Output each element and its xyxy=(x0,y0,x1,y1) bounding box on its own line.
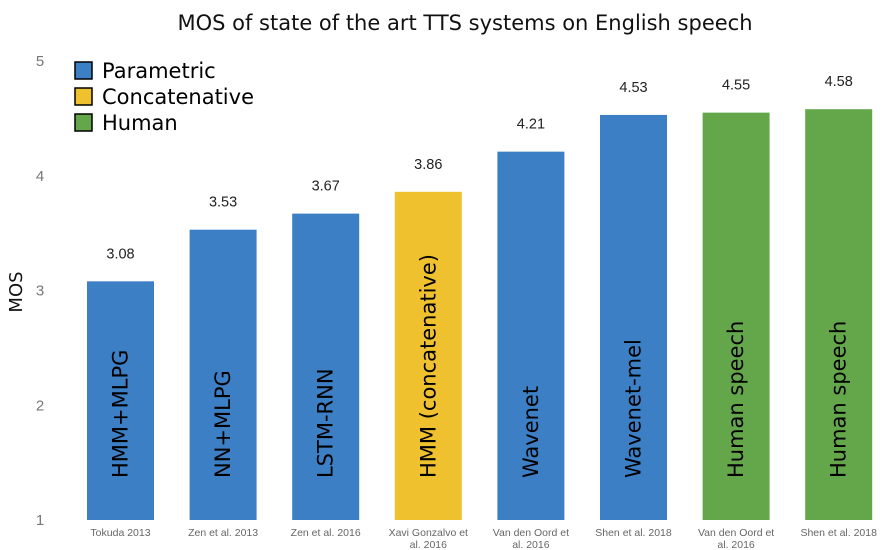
y-tick-label: 4 xyxy=(36,168,44,185)
bars-group: 3.08 HMM+MLPG Tokuda 2013 3.53 NN+MLPG Zen et… xyxy=(87,74,877,550)
chart-title: MOS of state of the art TTS systems on E… xyxy=(177,11,752,35)
x-tick-label: Zen et al. 2013 xyxy=(188,527,258,539)
bar-value-label: 3.86 xyxy=(414,157,442,173)
bar-system-label: HMM+MLPG xyxy=(109,350,133,478)
bar-system-label: LSTM-RNN xyxy=(314,368,338,478)
x-tick-label: al. 2016 xyxy=(410,539,448,550)
bar xyxy=(189,229,257,520)
bar-system-label: NN+MLPG xyxy=(211,370,235,478)
x-tick-label: al. 2016 xyxy=(512,539,550,550)
legend-label: Concatenative xyxy=(102,85,254,109)
x-tick-label: al. 2016 xyxy=(717,539,755,550)
bar-value-label: 4.53 xyxy=(619,80,647,96)
y-tick-label: 2 xyxy=(36,397,44,414)
y-axis-ticks: 1 2 3 4 5 xyxy=(36,53,44,529)
y-axis-label: MOS xyxy=(6,271,27,312)
legend-label: Human xyxy=(102,111,178,135)
bar-value-label: 4.58 xyxy=(825,74,853,90)
bar xyxy=(805,109,873,520)
bar xyxy=(600,114,667,521)
bar xyxy=(702,112,770,520)
x-tick-label: Van den Oord et xyxy=(493,527,569,539)
bar-value-label: 3.08 xyxy=(106,246,134,262)
bar-value-label: 3.67 xyxy=(312,179,340,195)
bar-value-label: 4.21 xyxy=(517,117,545,133)
bar-system-label: Human speech xyxy=(724,321,748,478)
x-tick-label: Tokuda 2013 xyxy=(90,527,150,539)
bar xyxy=(394,191,462,520)
bar-system-label: Wavenet-mel xyxy=(622,339,646,478)
x-tick-label: Shen et al. 2018 xyxy=(800,527,877,539)
legend-swatch xyxy=(74,61,93,80)
bar-system-label: Human speech xyxy=(827,321,851,478)
bar-system-label: Wavenet xyxy=(519,386,543,478)
legend-label: Parametric xyxy=(102,59,216,83)
y-tick-label: 5 xyxy=(36,53,44,70)
bar-value-label: 4.55 xyxy=(722,78,750,94)
y-tick-label: 1 xyxy=(36,512,44,529)
legend-swatch xyxy=(74,113,93,132)
bar xyxy=(497,151,565,520)
x-tick-label: Zen et al. 2016 xyxy=(291,527,361,539)
y-tick-label: 3 xyxy=(36,283,44,300)
x-tick-label: Shen et al. 2018 xyxy=(595,527,672,539)
bar-value-label: 3.53 xyxy=(209,195,237,211)
bar-system-label: HMM (concatenative) xyxy=(416,254,440,478)
bar xyxy=(87,281,154,520)
bar xyxy=(292,213,360,520)
legend-swatch xyxy=(74,87,93,106)
x-tick-label: Xavi Gonzalvo et xyxy=(389,527,468,539)
x-tick-label: Van den Oord et xyxy=(698,527,774,539)
